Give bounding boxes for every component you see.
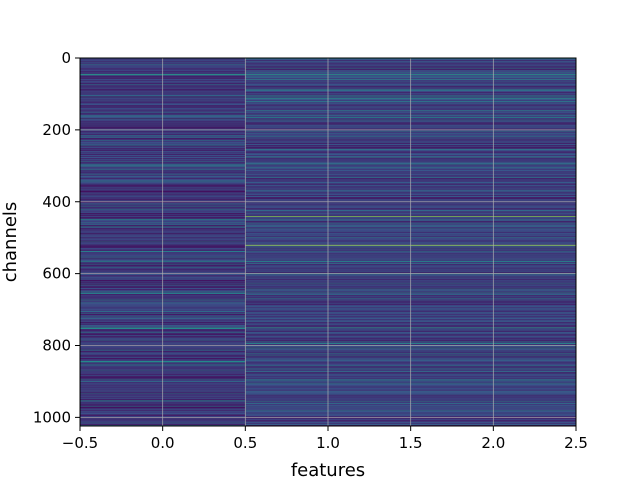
y-tick-label: 1000 <box>33 408 71 426</box>
x-axis: −0.5 0.0 0.5 1.0 1.5 2.0 2.5 <box>62 426 588 452</box>
x-axis-label: features <box>291 460 365 480</box>
y-tick-label: 400 <box>42 193 71 211</box>
y-tick-label: 600 <box>42 265 71 283</box>
x-tick-label: −0.5 <box>62 434 98 452</box>
x-tick-label: 0.0 <box>151 434 175 452</box>
x-tick-label: 1.5 <box>399 434 423 452</box>
y-tick-label: 200 <box>42 121 71 139</box>
y-tick-label: 800 <box>42 337 71 355</box>
y-axis: 0 200 400 600 800 1000 <box>33 49 80 426</box>
y-tick-label: 0 <box>61 49 71 67</box>
x-tick-label: 2.0 <box>481 434 505 452</box>
x-tick-label: 1.0 <box>316 434 340 452</box>
x-tick-label: 2.5 <box>564 434 588 452</box>
y-axis-label: channels <box>0 202 21 283</box>
x-tick-label: 0.5 <box>233 434 257 452</box>
